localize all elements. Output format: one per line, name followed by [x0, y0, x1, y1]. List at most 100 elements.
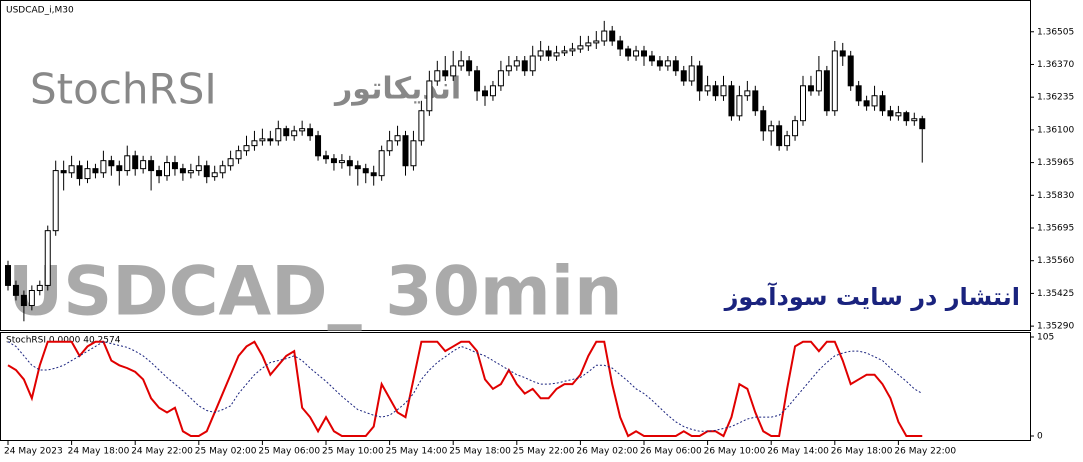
candle-body [680, 70, 687, 82]
candle-body [593, 40, 600, 44]
candle-body [911, 118, 918, 122]
x-tick-label: 26 May 22:00 [894, 447, 956, 457]
candle-body [831, 50, 838, 112]
x-tick-label: 25 May 10:00 [322, 447, 384, 457]
candle-body [28, 290, 35, 307]
indicator-panel [0, 332, 1031, 441]
candle-body [784, 135, 791, 147]
candle-body [513, 60, 520, 67]
candle-body [569, 48, 576, 52]
candle-body [92, 168, 99, 174]
x-tick-label: 25 May 14:00 [386, 447, 448, 457]
candle-body [378, 150, 385, 177]
candle-body [776, 125, 783, 147]
candle-body [156, 170, 163, 177]
x-tick-label: 25 May 18:00 [449, 447, 511, 457]
y-tick-label: 1.36370 [1037, 60, 1074, 70]
y-tick-label: 1.35965 [1037, 158, 1074, 168]
candle-body [251, 140, 258, 147]
candle-body [108, 160, 115, 167]
candle-body [84, 168, 91, 180]
candle-body [609, 30, 616, 42]
candle-body [354, 165, 361, 170]
candle-body [847, 55, 854, 87]
candle-body [211, 172, 218, 178]
watermark: اندیکاتور [333, 72, 461, 107]
candle-body [259, 138, 266, 142]
candle-body [815, 70, 822, 92]
candle-body [855, 85, 862, 102]
candle-body [52, 170, 59, 232]
candle-body [760, 110, 767, 132]
candle-body [529, 55, 536, 72]
y-tick-label: 1.35560 [1037, 256, 1074, 266]
candle-body [768, 125, 775, 132]
x-tick-label: 24 May 22:00 [131, 447, 193, 457]
candle-body [410, 140, 417, 167]
y-tick-label: 1.36505 [1037, 27, 1074, 37]
x-tick-label: 24 May 2023 [4, 447, 63, 457]
candle-body [807, 85, 814, 92]
candle-body [672, 60, 679, 72]
candle-body [12, 284, 19, 296]
candle-body [100, 160, 107, 174]
y-tick-label: 1.35830 [1037, 191, 1074, 201]
candle-body [633, 50, 640, 57]
candle-body [195, 165, 202, 172]
y-tick-label: 1.35290 [1037, 322, 1074, 332]
candle-body [426, 80, 433, 112]
candle-body [283, 128, 290, 137]
candle-body [148, 160, 155, 172]
candle-body [863, 100, 870, 107]
candle-body [219, 165, 226, 174]
candle-body [434, 70, 441, 82]
candle-body [450, 65, 457, 77]
y-tick-label: 1.36235 [1037, 93, 1074, 103]
candle-body [704, 85, 711, 92]
x-tick-label: 25 May 02:00 [195, 447, 257, 457]
candle-body [497, 70, 504, 87]
candle-body [625, 48, 632, 57]
watermark: انتشار در سایت سودآموز [724, 282, 1020, 311]
x-tick-label: 26 May 02:00 [576, 447, 638, 457]
candle-body [164, 162, 170, 177]
candle-body [752, 90, 759, 112]
candle-body [36, 284, 43, 292]
y-tick-label: 1.36100 [1037, 125, 1074, 135]
indicator-title: StochRSI 0.0000 40.2574 [6, 336, 121, 346]
candle-body [20, 294, 27, 307]
candle-body [418, 110, 425, 142]
candle-body [903, 112, 910, 122]
candle-body [338, 160, 345, 164]
candle-body [362, 168, 369, 174]
candle-body [744, 90, 751, 97]
candle-body [919, 118, 926, 130]
chart-title: USDCAD_i,M30 [6, 6, 74, 16]
candle-body [792, 120, 799, 137]
y-tick-label: 0 [1037, 432, 1043, 442]
candle-body [299, 128, 306, 132]
candle-body [688, 65, 695, 82]
candle-body [879, 95, 886, 112]
candle-body [346, 160, 353, 167]
candle-body [482, 90, 488, 97]
y-tick-label: 105 [1037, 333, 1054, 343]
x-tick-label: 26 May 18:00 [831, 447, 893, 457]
watermark: StochRSI [30, 65, 217, 114]
candle-body [275, 128, 282, 142]
candle-body [235, 150, 242, 160]
candle-body [68, 165, 75, 174]
candle-body [402, 135, 409, 167]
candle-body [132, 155, 139, 170]
x-tick-label: 25 May 22:00 [513, 447, 575, 457]
candle-body [243, 145, 250, 152]
candle-body [315, 135, 322, 157]
candle-body [895, 112, 902, 117]
candle-body [187, 170, 194, 174]
candle-body [458, 60, 465, 67]
x-tick-label: 26 May 14:00 [767, 447, 829, 457]
candle-body [712, 85, 719, 97]
candle-body [641, 50, 647, 57]
candle-body [553, 52, 560, 57]
candle-body [720, 85, 727, 97]
